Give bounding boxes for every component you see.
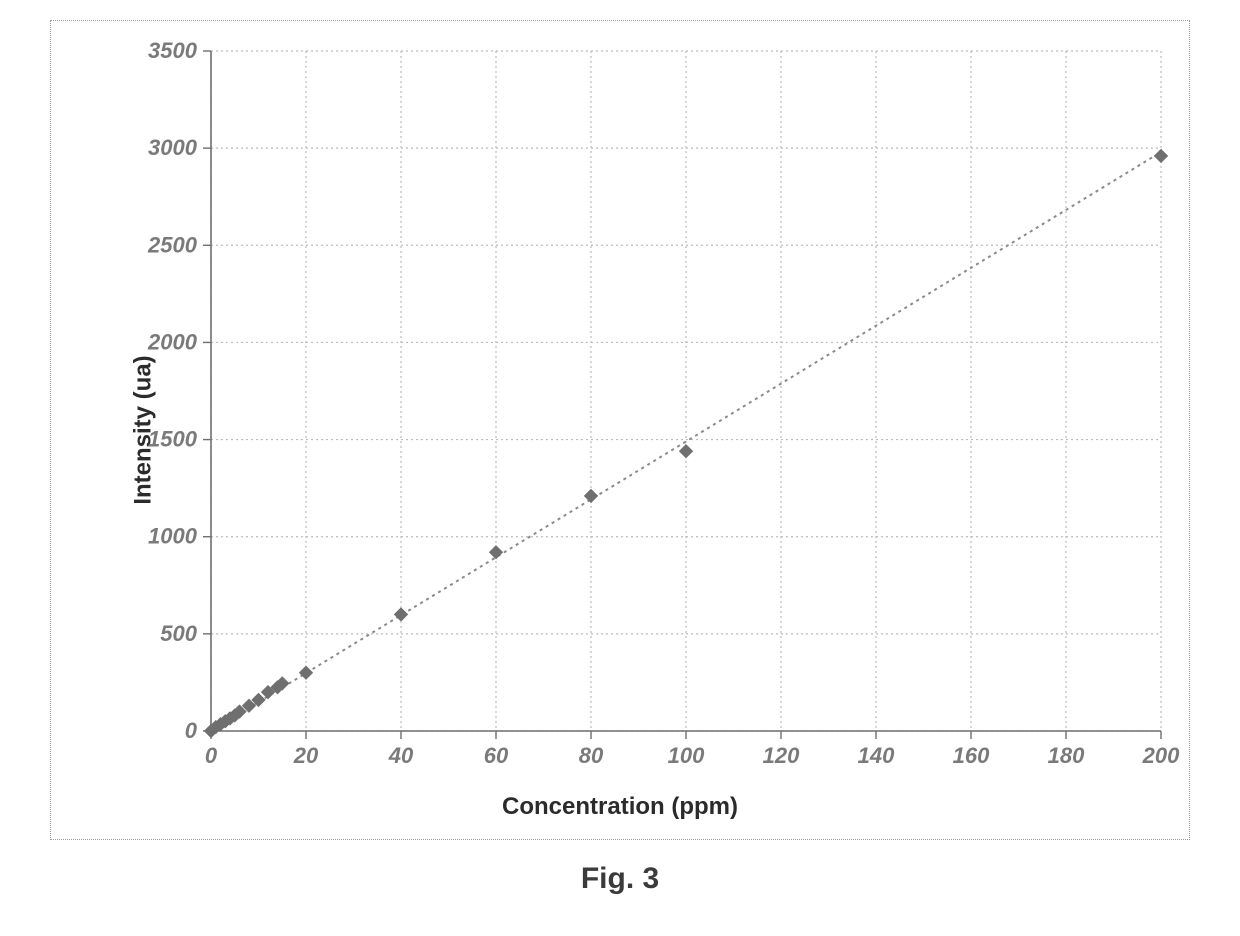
x-tick-label: 120 [763, 743, 800, 768]
y-tick-label: 3000 [148, 135, 198, 160]
x-tick-label: 80 [579, 743, 604, 768]
y-tick-label: 1500 [148, 427, 198, 452]
data-point [584, 489, 598, 503]
x-tick-label: 100 [668, 743, 705, 768]
data-point [394, 608, 408, 622]
chart-frame: Intensity (ua) Concentration (ppm) 02040… [50, 20, 1190, 840]
page: Intensity (ua) Concentration (ppm) 02040… [0, 0, 1240, 936]
y-tick-label: 1000 [148, 524, 198, 549]
scatter-plot: 0204060801001201401601802000500100015002… [51, 21, 1191, 841]
x-tick-label: 180 [1048, 743, 1085, 768]
y-tick-label: 2500 [147, 232, 198, 257]
y-tick-label: 3500 [148, 38, 198, 63]
figure-caption: Fig. 3 [581, 862, 659, 896]
y-tick-label: 500 [160, 621, 197, 646]
gridlines [211, 51, 1161, 731]
data-point [299, 666, 313, 680]
data-point [489, 545, 503, 559]
x-tick-label: 140 [858, 743, 895, 768]
y-tick-label: 2000 [147, 329, 198, 354]
data-point [679, 444, 693, 458]
x-tick-label: 200 [1142, 743, 1180, 768]
data-point [1154, 149, 1168, 163]
x-tick-label: 20 [293, 743, 319, 768]
y-tick-label: 0 [185, 718, 198, 743]
x-tick-label: 40 [388, 743, 414, 768]
x-tick-label: 0 [205, 743, 218, 768]
x-tick-label: 60 [484, 743, 509, 768]
tick-labels: 0204060801001201401601802000500100015002… [147, 38, 1180, 768]
x-tick-label: 160 [953, 743, 990, 768]
